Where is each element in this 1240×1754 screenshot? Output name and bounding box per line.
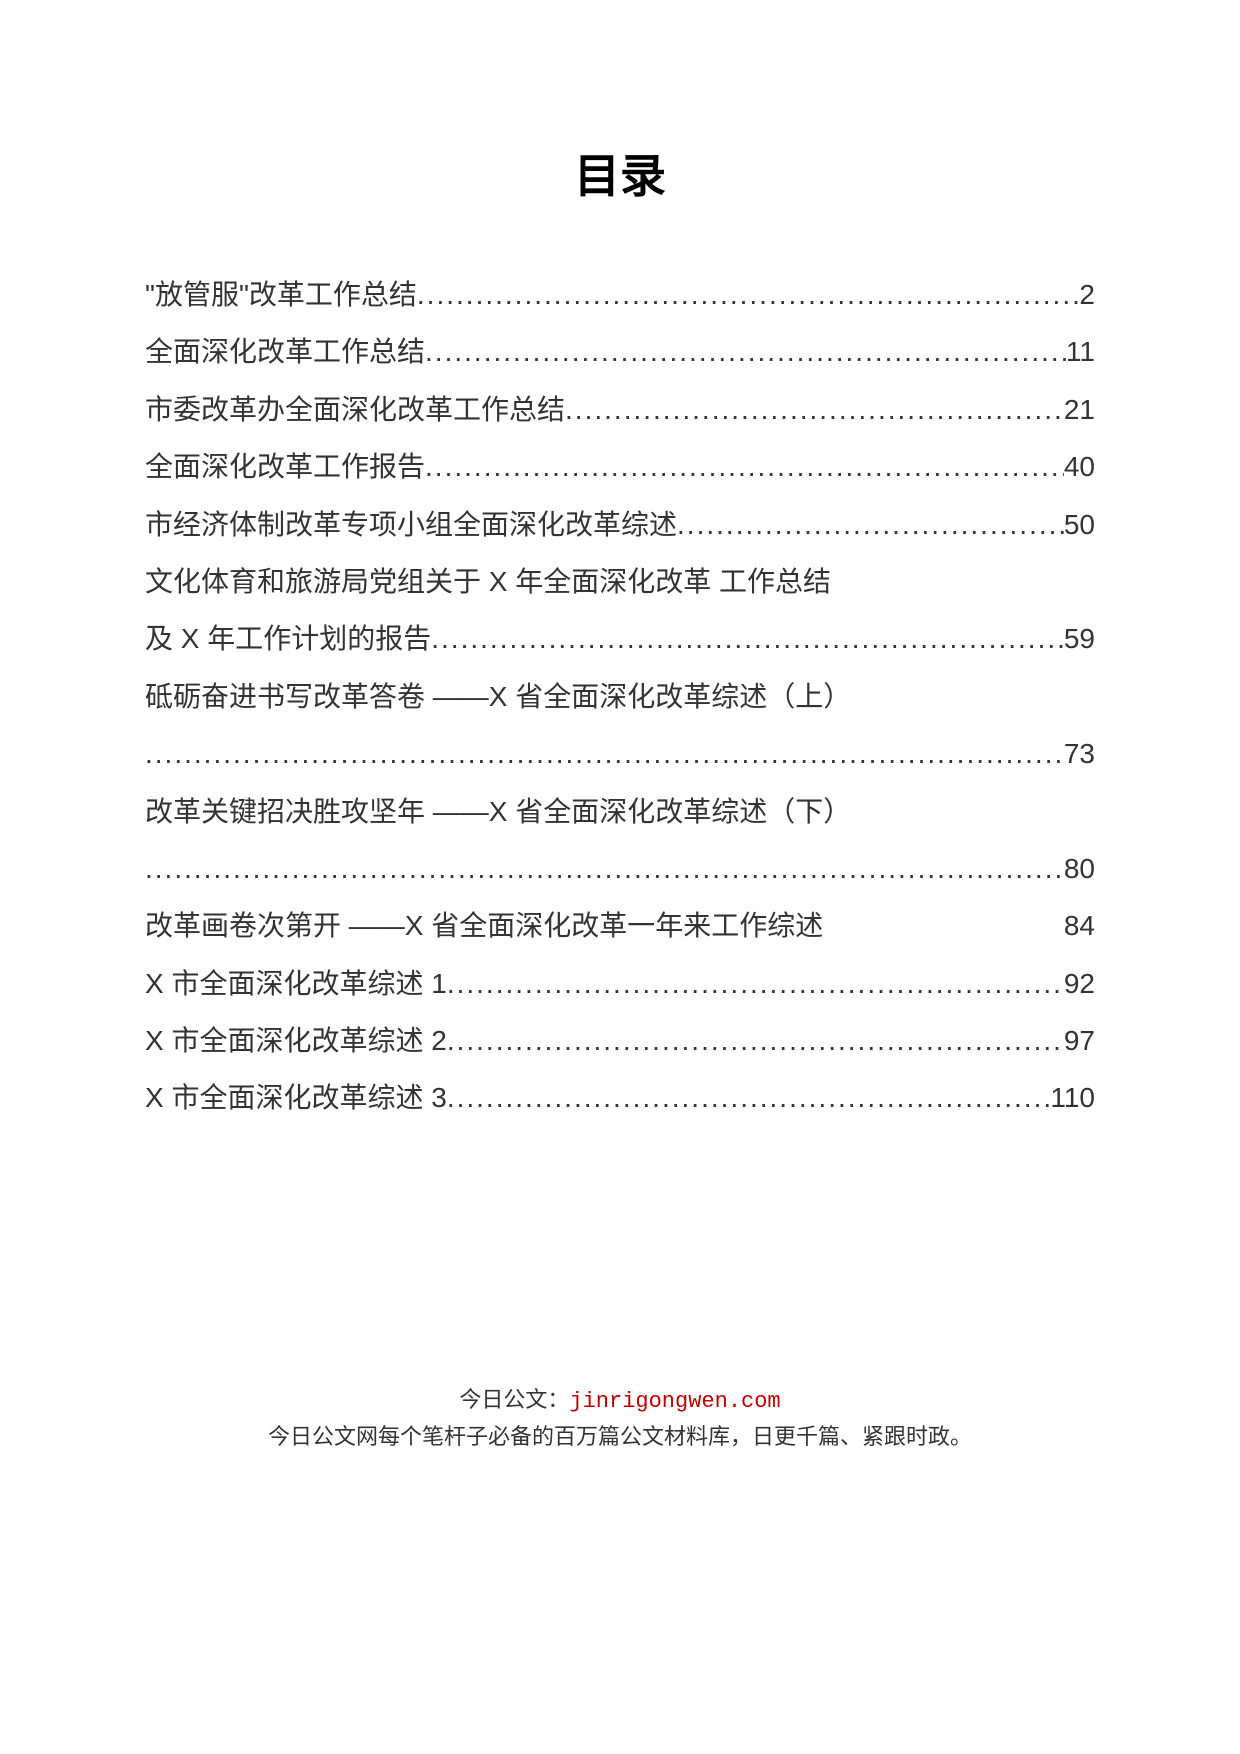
table-of-contents: "放管服"改革工作总结 2 全面深化改革工作总结 11 市委改革办全面深化改革工… — [145, 266, 1095, 1127]
toc-dots — [447, 1069, 1051, 1126]
toc-entry: 73 — [145, 725, 1095, 782]
toc-label: 改革画卷次第开 ——X 省全面深化改革一年来工作综述 — [145, 897, 823, 954]
toc-entry: X 市全面深化改革综述 2 97 — [145, 1012, 1095, 1069]
page-title: 目录 — [145, 140, 1095, 206]
toc-label: 改革关键招决胜攻坚年 ——X 省全面深化改革综述（下） — [145, 783, 1095, 840]
toc-dots — [425, 323, 1066, 380]
toc-page-number: 21 — [1064, 381, 1095, 438]
toc-entry: "放管服"改革工作总结 2 — [145, 266, 1095, 323]
toc-entry: 市经济体制改革专项小组全面深化改革综述 50 — [145, 496, 1095, 553]
footer-prefix: 今日公文： — [459, 1387, 569, 1412]
toc-dots — [431, 610, 1064, 667]
toc-page-number: 73 — [1064, 725, 1095, 782]
toc-page-number: 84 — [1064, 897, 1095, 954]
toc-label: 及 X 年工作计划的报告 — [145, 610, 431, 667]
toc-label: X 市全面深化改革综述 2 — [145, 1012, 447, 1069]
toc-page-number: 11 — [1066, 323, 1095, 380]
page-footer: 今日公文：jinrigongwen.com 今日公文网每个笔杆子必备的百万篇公文… — [0, 1382, 1240, 1454]
toc-dots — [447, 955, 1064, 1012]
toc-page-number: 2 — [1079, 266, 1095, 323]
toc-label: 全面深化改革工作报告 — [145, 438, 425, 495]
toc-entry: 80 — [145, 840, 1095, 897]
document-page: 目录 "放管服"改革工作总结 2 全面深化改革工作总结 11 市委改革办全面深化… — [0, 0, 1240, 1127]
toc-label: X 市全面深化改革综述 3 — [145, 1069, 447, 1126]
toc-page-number: 92 — [1064, 955, 1095, 1012]
toc-label: X 市全面深化改革综述 1 — [145, 955, 447, 1012]
toc-label: 砥砺奋进书写改革答卷 ——X 省全面深化改革综述（上） — [145, 668, 1095, 725]
toc-dots — [145, 725, 1064, 782]
footer-line-1: 今日公文：jinrigongwen.com — [0, 1382, 1240, 1419]
toc-page-number: 110 — [1050, 1069, 1095, 1126]
footer-url: jinrigongwen.com — [569, 1389, 780, 1414]
toc-dots — [425, 438, 1064, 495]
toc-entry: 市委改革办全面深化改革工作总结 21 — [145, 381, 1095, 438]
toc-dots — [447, 1012, 1064, 1069]
toc-page-number: 80 — [1064, 840, 1095, 897]
toc-page-number: 97 — [1064, 1012, 1095, 1069]
toc-label: "放管服"改革工作总结 — [145, 266, 417, 323]
toc-label: 市经济体制改革专项小组全面深化改革综述 — [145, 496, 677, 553]
toc-entry: 及 X 年工作计划的报告 59 — [145, 610, 1095, 667]
toc-dots — [677, 496, 1064, 553]
toc-page-number: 50 — [1064, 496, 1095, 553]
toc-label: 市委改革办全面深化改革工作总结 — [145, 381, 565, 438]
footer-line-2: 今日公文网每个笔杆子必备的百万篇公文材料库，日更千篇、紧跟时政。 — [0, 1419, 1240, 1454]
toc-entry: X 市全面深化改革综述 1 92 — [145, 955, 1095, 1012]
toc-entry: 全面深化改革工作报告 40 — [145, 438, 1095, 495]
toc-entry: 全面深化改革工作总结 11 — [145, 323, 1095, 380]
toc-label: 文化体育和旅游局党组关于 X 年全面深化改革 工作总结 — [145, 553, 1095, 610]
toc-page-number: 59 — [1064, 610, 1095, 667]
toc-entry: 改革画卷次第开 ——X 省全面深化改革一年来工作综述 84 — [145, 897, 1095, 954]
toc-page-number: 40 — [1064, 438, 1095, 495]
toc-entry: X 市全面深化改革综述 3 110 — [145, 1069, 1095, 1126]
toc-label: 全面深化改革工作总结 — [145, 323, 425, 380]
toc-dots — [417, 266, 1080, 323]
toc-dots — [145, 840, 1064, 897]
toc-dots — [565, 381, 1064, 438]
